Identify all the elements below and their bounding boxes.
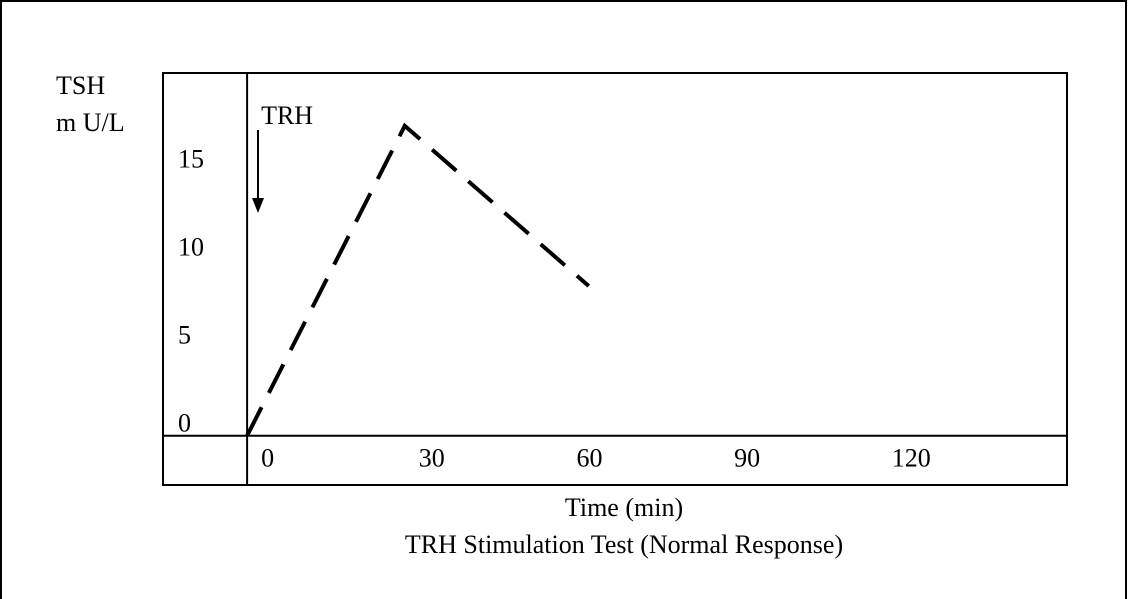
chart-title: TRH Stimulation Test (Normal Response) bbox=[405, 530, 843, 559]
line bbox=[245, 122, 591, 437]
x-tick-label: 60 bbox=[576, 444, 602, 473]
y-tick-label: 0 bbox=[178, 409, 191, 438]
plot-frame bbox=[162, 72, 1068, 486]
y-axis-label: m U/L bbox=[56, 108, 125, 137]
x-tick-label: 120 bbox=[892, 444, 931, 473]
y-tick-label: 15 bbox=[178, 145, 204, 174]
x-tick-label: 0 bbox=[261, 444, 274, 473]
x-tick-label: 30 bbox=[419, 444, 445, 473]
y-tick-label: 5 bbox=[178, 321, 191, 350]
arrow bbox=[252, 130, 264, 213]
y-axis-label: TSH bbox=[56, 71, 105, 100]
annotation: TRH bbox=[261, 101, 313, 130]
x-tick-label: 90 bbox=[734, 444, 760, 473]
y-tick-label: 10 bbox=[178, 233, 204, 262]
x-axis-label: Time (min) bbox=[565, 493, 683, 522]
